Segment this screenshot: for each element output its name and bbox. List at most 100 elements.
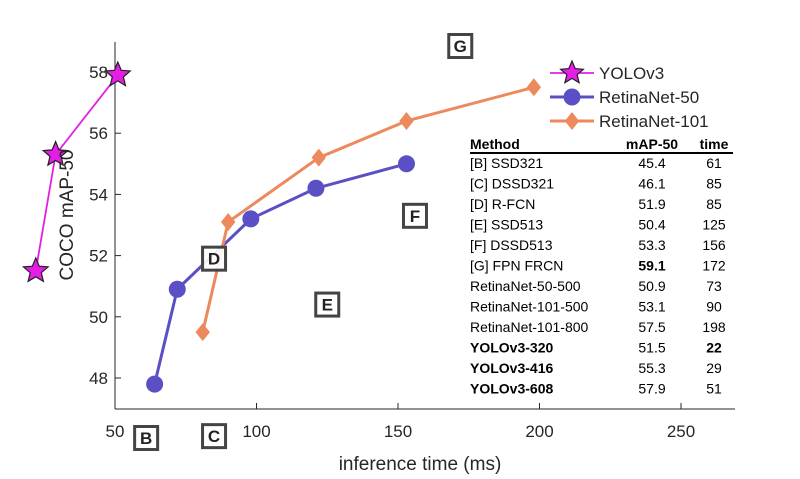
table-cell-map: 50.9 — [638, 278, 665, 294]
legend-marker — [564, 112, 580, 130]
data-point — [168, 280, 186, 298]
results-table: Method mAP-50 time [B] SSD321 45.4 61 [C] DSSD… — [470, 136, 733, 397]
legend-label: YOLOv3 — [599, 64, 664, 83]
annotation-box-f: F — [401, 202, 428, 229]
table-cell-method: YOLOv3-608 — [470, 381, 553, 397]
table-cell-map: 51.9 — [638, 196, 665, 212]
legend-marker — [563, 88, 581, 106]
table-row: RetinaNet-101-800 57.5 198 — [470, 319, 726, 335]
series-line — [153, 162, 407, 385]
table-cell-method: [G] FPN FRCN — [470, 258, 563, 274]
y-axis-label: COCO mAP-50 — [57, 150, 78, 281]
table-cell-method: YOLOv3-320 — [470, 340, 553, 356]
annotation-box-c: C — [201, 423, 228, 450]
y-tick-label: 54 — [89, 185, 108, 204]
x-tick-label: 200 — [525, 422, 553, 441]
annotation-box-frame — [314, 291, 341, 318]
table-cell-time: 22 — [706, 340, 722, 356]
data-point — [307, 179, 325, 197]
table-row: RetinaNet-101-500 53.1 90 — [470, 299, 722, 315]
annotation-box-frame — [401, 202, 428, 229]
data-point — [104, 60, 132, 87]
table-header-1: mAP-50 — [626, 136, 678, 152]
table-cell-time: 125 — [702, 217, 726, 233]
annotation-layer: B C D E F G — [133, 33, 474, 451]
series-retinanet-50 — [146, 155, 415, 393]
annotation-box-frame — [447, 33, 474, 59]
annotation-box-frame — [201, 423, 228, 450]
table-row: [B] SSD321 45.4 61 — [470, 155, 722, 171]
data-point — [526, 78, 542, 97]
series-yolov3 — [21, 60, 132, 283]
legend-item-retinanet-101: RetinaNet-101 — [550, 112, 709, 131]
table-cell-time: 156 — [702, 237, 726, 253]
x-axis-label: inference time (ms) — [339, 454, 502, 475]
table-header-2: time — [700, 136, 729, 152]
x-tick-label: 150 — [384, 422, 412, 441]
table-row: YOLOv3-608 57.9 51 — [470, 381, 722, 397]
table-cell-map: 51.5 — [638, 340, 665, 356]
table-cell-method: [F] DSSD513 — [470, 237, 553, 253]
x-tick-label: 100 — [242, 422, 270, 441]
annotation-box-label: E — [322, 296, 333, 315]
x-tick-label: 250 — [667, 422, 695, 441]
annotation-box-b: B — [133, 425, 160, 451]
annotation-box-label: G — [454, 37, 467, 56]
data-point — [21, 256, 50, 283]
annotation-box-label: B — [140, 429, 152, 448]
table-cell-time: 172 — [702, 258, 726, 274]
annotation-box-label: D — [208, 250, 220, 269]
table-cell-map: 53.1 — [638, 299, 665, 315]
table-cell-time: 85 — [706, 176, 722, 192]
table-cell-method: YOLOv3-416 — [470, 360, 553, 376]
table-cell-method: [B] SSD321 — [470, 155, 543, 171]
annotation-box-g: G — [447, 33, 474, 59]
table-cell-method: [E] SSD513 — [470, 217, 543, 233]
x-tick-label: 50 — [106, 422, 125, 441]
y-tick-label: 52 — [89, 247, 108, 266]
table-row: [F] DSSD513 53.3 156 — [470, 237, 726, 253]
table-cell-method: RetinaNet-101-800 — [470, 319, 589, 335]
table-row: [G] FPN FRCN 59.1 172 — [470, 258, 726, 274]
axes: 50 100 150 200 250 48 50 52 54 56 58 — [89, 42, 735, 441]
table-cell-method: RetinaNet-101-500 — [470, 299, 589, 315]
table-cell-map: 57.5 — [638, 319, 665, 335]
legend-item-yolov3: YOLOv3 — [550, 59, 664, 84]
data-point — [41, 140, 70, 167]
table-header-0: Method — [470, 136, 520, 152]
y-tick-label: 50 — [89, 308, 108, 327]
table-cell-time: 90 — [706, 299, 722, 315]
annotation-box-frame — [133, 425, 160, 451]
table-cell-map: 50.4 — [638, 217, 665, 233]
table-cell-method: [D] R-FCN — [470, 196, 535, 212]
legend-label: RetinaNet-101 — [599, 112, 709, 131]
table-cell-map: 45.4 — [638, 155, 665, 171]
annotation-box-e: E — [314, 291, 341, 318]
data-point — [399, 111, 414, 130]
annotation-box-label: C — [208, 427, 220, 446]
legend-marker — [559, 59, 585, 84]
data-point — [242, 210, 260, 228]
legend-item-retinanet-50: RetinaNet-50 — [550, 88, 699, 107]
series-layer — [21, 60, 542, 393]
annotation-box-d: D — [201, 245, 228, 272]
data-point — [311, 148, 326, 167]
table-row: YOLOv3-320 51.5 22 — [470, 340, 722, 356]
annotation-box-frame — [201, 245, 228, 272]
legend-label: RetinaNet-50 — [599, 88, 699, 107]
table-cell-map: 55.3 — [638, 360, 665, 376]
table-row: RetinaNet-50-500 50.9 73 — [470, 278, 722, 294]
table-row: [E] SSD513 50.4 125 — [470, 217, 726, 233]
table-cell-method: RetinaNet-50-500 — [470, 278, 581, 294]
table-cell-time: 61 — [706, 155, 722, 171]
table-cell-time: 29 — [706, 360, 722, 376]
table-row: [C] DSSD321 46.1 85 — [470, 176, 722, 192]
table-cell-time: 198 — [702, 319, 726, 335]
table-cell-time: 51 — [706, 381, 722, 397]
table-cell-map: 59.1 — [638, 258, 665, 274]
table-cell-map: 57.9 — [638, 381, 665, 397]
table-cell-map: 46.1 — [638, 176, 665, 192]
table-cell-time: 73 — [706, 278, 722, 294]
table-cell-method: [C] DSSD321 — [470, 176, 554, 192]
